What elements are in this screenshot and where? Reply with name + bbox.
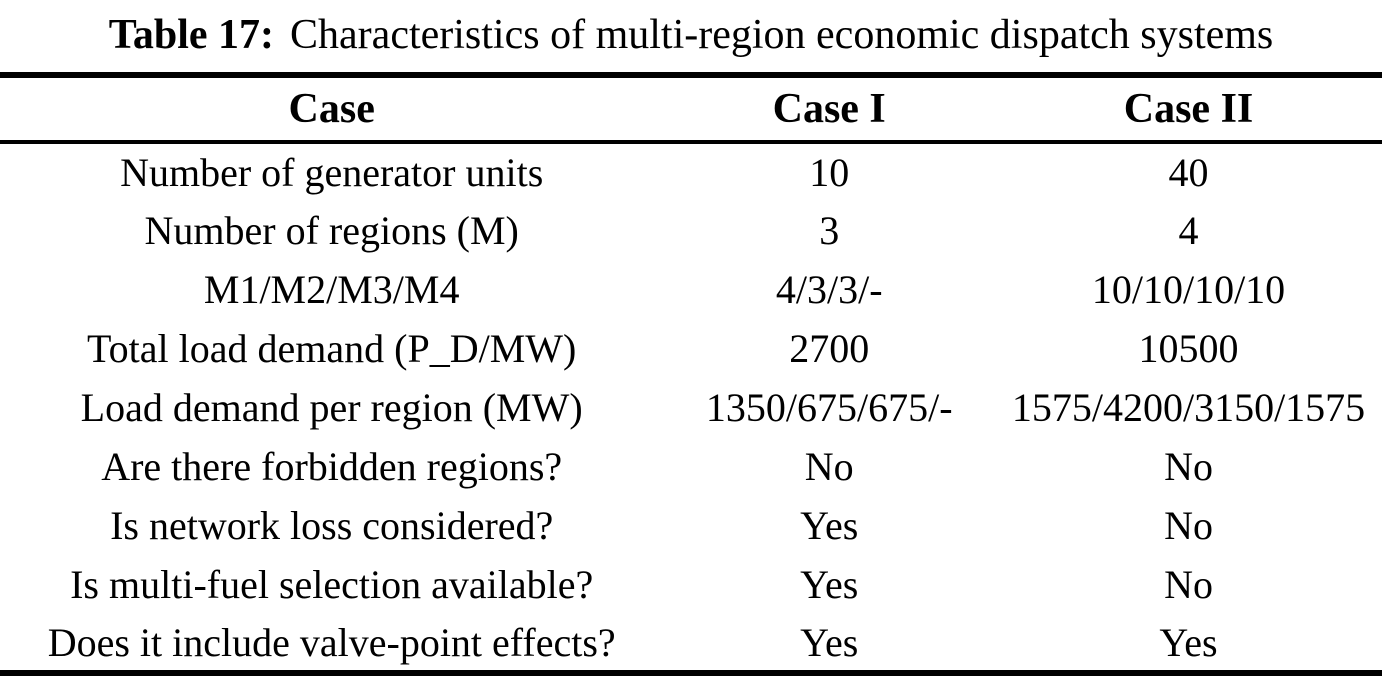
table-row: Is multi-fuel selection available? Yes No: [0, 555, 1382, 614]
row-value-case-i: Yes: [800, 619, 859, 665]
row-value-case-i: 2700: [789, 326, 870, 371]
column-header-case-ii: Case II: [1123, 86, 1254, 132]
row-label: Total load demand (P_D/MW): [87, 326, 577, 371]
table-row: Does it include valve-point effects? Yes Y…: [0, 614, 1382, 673]
row-value-case-ii: No: [1164, 444, 1213, 489]
row-value-case-i: Yes: [800, 503, 859, 548]
table-row: Is network loss considered? Yes No: [0, 496, 1382, 555]
row-label: M1/M2/M3/M4: [203, 267, 460, 312]
row-value-case-ii: 40: [1168, 150, 1209, 195]
row-value-case-i: 10: [809, 150, 850, 195]
row-value-case-ii: 1575/4200/3150/1575: [1011, 385, 1366, 430]
row-value-case-i: No: [804, 444, 854, 489]
row-value-case-i: 3: [819, 208, 840, 253]
characteristics-table: Case Case I Case II Number of generator …: [0, 72, 1382, 676]
table-row: Are there forbidden regions? No No: [0, 437, 1382, 496]
column-header-case: Case: [288, 86, 375, 132]
row-value-case-i: Yes: [800, 562, 859, 607]
row-label: Is network loss considered?: [110, 503, 554, 548]
row-label: Does it include valve-point effects?: [47, 619, 616, 665]
row-value-case-i: 1350/675/675/-: [705, 385, 953, 430]
row-value-case-i: 4/3/3/-: [775, 267, 883, 312]
table-body: Number of generator units 10 40 Number of r…: [0, 142, 1382, 673]
row-value-case-ii: No: [1164, 503, 1213, 548]
table-row: Number of generator units 10 40: [0, 142, 1382, 201]
table-row: Number of regions (M) 3 4: [0, 201, 1382, 260]
table-row: M1/M2/M3/M4 4/3/3/- 10/10/10/10: [0, 260, 1382, 319]
table-caption: Table 17: Characteristics of multi-region…: [0, 0, 1382, 72]
table-row: Load demand per region (MW) 1350/675/675/…: [0, 378, 1382, 437]
row-label: Are there forbidden regions?: [101, 444, 563, 489]
row-label: Number of generator units: [120, 150, 544, 195]
caption-text: Characteristics of multi-region economic…: [290, 12, 1274, 58]
row-label: Is multi-fuel selection available?: [70, 562, 594, 607]
caption-label: Table 17:: [108, 12, 275, 58]
table-row: Total load demand (P_D/MW) 2700 10500: [0, 319, 1382, 378]
row-label: Number of regions (M): [144, 208, 519, 253]
row-value-case-ii: 10/10/10/10: [1091, 267, 1286, 312]
row-value-case-ii: 10500: [1138, 326, 1239, 371]
header-row: Case Case I Case II: [0, 75, 1382, 142]
column-header-case-i: Case I: [772, 86, 886, 132]
row-value-case-ii: No: [1164, 562, 1213, 607]
row-value-case-ii: 4: [1178, 208, 1199, 253]
row-label: Load demand per region (MW): [80, 385, 583, 430]
row-value-case-ii: Yes: [1159, 619, 1218, 665]
